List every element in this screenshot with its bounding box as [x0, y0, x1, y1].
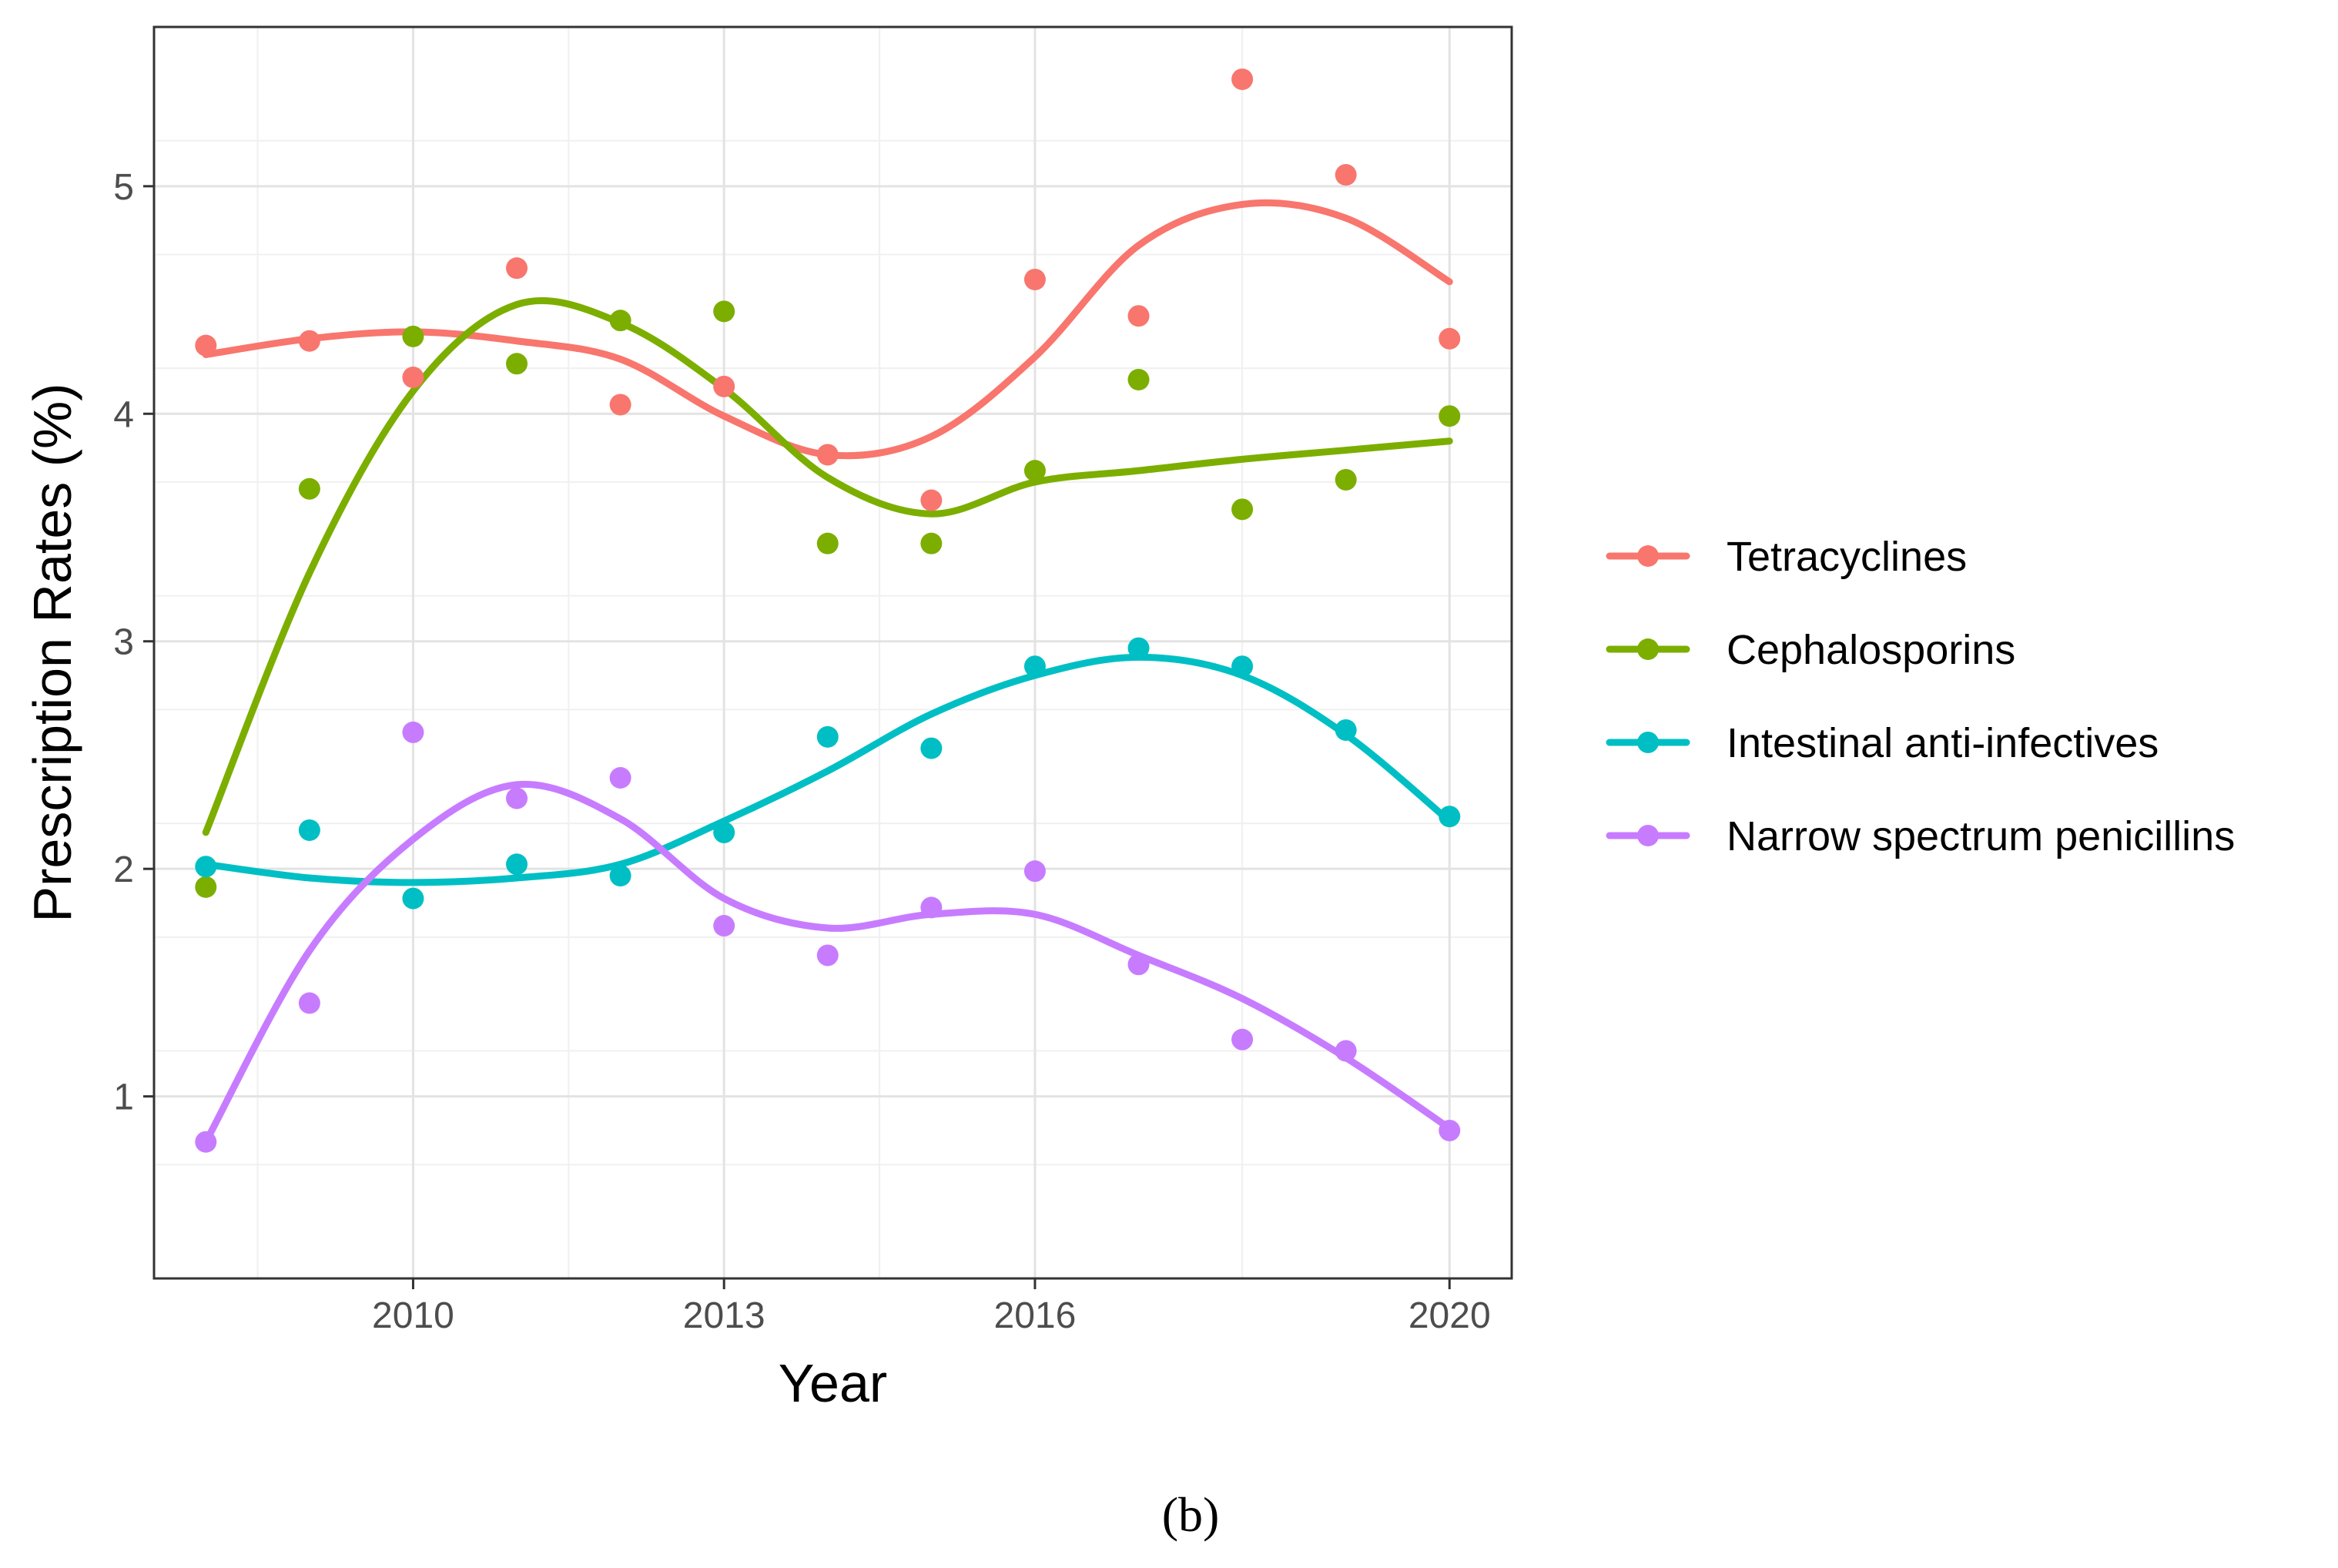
data-point-cephalosporins — [298, 477, 320, 500]
plot-panel-border — [152, 25, 1513, 1280]
data-point-narrow-spectrum-penicillins — [609, 767, 631, 789]
data-point-intestinal-anti-infectives — [402, 887, 424, 910]
data-point-narrow-spectrum-penicillins — [713, 915, 735, 937]
legend-key-point — [1637, 732, 1659, 753]
legend-label: Intestinal anti-infectives — [1727, 720, 2159, 766]
data-point-tetracyclines — [713, 375, 735, 397]
data-point-narrow-spectrum-penicillins — [402, 721, 424, 743]
data-point-narrow-spectrum-penicillins — [1023, 860, 1046, 883]
data-point-tetracyclines — [1231, 68, 1254, 90]
legend-key-point — [1637, 638, 1659, 660]
smooth-line-narrow-spectrum-penicillins — [202, 780, 1453, 1146]
data-point-tetracyclines — [298, 330, 320, 352]
data-point-cephalosporins — [920, 532, 943, 554]
data-point-intestinal-anti-infectives — [713, 821, 735, 843]
data-point-cephalosporins — [506, 353, 528, 375]
x-tick-label: 2016 — [994, 1295, 1077, 1336]
data-point-cephalosporins — [1231, 498, 1254, 521]
y-axis-title: Prescription Rates (%) — [22, 383, 82, 922]
data-point-tetracyclines — [609, 394, 631, 416]
data-point-intestinal-anti-infectives — [920, 737, 943, 759]
legend: Tetracyclines Cephalosporins Intestinal an… — [1606, 534, 2235, 859]
legend-item-narrow-spectrum-penicillins: Narrow spectrum penicillins — [1606, 813, 2235, 859]
figure-caption: (b) — [1162, 1487, 1220, 1542]
data-point-cephalosporins — [816, 532, 839, 554]
data-point-tetracyclines — [195, 334, 217, 357]
data-point-tetracyclines — [1335, 164, 1357, 186]
data-point-intestinal-anti-infectives — [1231, 655, 1254, 678]
data-point-intestinal-anti-infectives — [195, 856, 217, 878]
data-point-cephalosporins — [1439, 405, 1461, 427]
data-points — [195, 68, 1461, 1153]
data-point-tetracyclines — [816, 444, 839, 466]
axis-ticks: 2010 2013 2016 2020 1 2 3 4 5 — [113, 167, 1490, 1336]
y-tick-label: 3 — [113, 622, 134, 663]
y-tick-label: 5 — [113, 167, 134, 208]
data-point-cephalosporins — [195, 876, 217, 898]
data-point-intestinal-anti-infectives — [816, 725, 839, 748]
legend-label: Tetracyclines — [1727, 534, 1967, 580]
data-point-tetracyclines — [920, 489, 943, 511]
data-point-intestinal-anti-infectives — [298, 819, 320, 841]
x-tick-label: 2013 — [683, 1295, 765, 1336]
data-point-cephalosporins — [1023, 460, 1046, 482]
data-point-cephalosporins — [402, 325, 424, 347]
data-point-tetracyclines — [1023, 268, 1046, 290]
legend-item-cephalosporins: Cephalosporins — [1606, 627, 2015, 673]
legend-item-intestinal-anti-infectives: Intestinal anti-infectives — [1606, 720, 2159, 766]
data-point-intestinal-anti-infectives — [506, 853, 528, 876]
x-tick-label: 2020 — [1408, 1295, 1491, 1336]
data-point-tetracyclines — [1439, 327, 1461, 350]
data-point-narrow-spectrum-penicillins — [506, 787, 528, 809]
data-point-tetracyclines — [506, 257, 528, 280]
data-point-intestinal-anti-infectives — [1335, 719, 1357, 741]
legend-item-tetracyclines: Tetracyclines — [1606, 534, 1967, 580]
x-tick-label: 2010 — [372, 1295, 454, 1336]
smooth-line-intestinal-anti-infectives — [202, 653, 1453, 886]
grid-lines — [154, 26, 1512, 1278]
data-point-intestinal-anti-infectives — [1439, 806, 1461, 828]
data-point-intestinal-anti-infectives — [1023, 655, 1046, 678]
legend-key-point — [1637, 825, 1659, 846]
legend-label: Narrow spectrum penicillins — [1727, 813, 2235, 859]
data-point-cephalosporins — [609, 310, 631, 332]
data-point-narrow-spectrum-penicillins — [920, 896, 943, 919]
data-point-cephalosporins — [1127, 368, 1150, 390]
data-point-narrow-spectrum-penicillins — [195, 1131, 217, 1153]
data-point-cephalosporins — [1335, 468, 1357, 491]
data-point-cephalosporins — [713, 300, 735, 323]
smooth-line-cephalosporins — [202, 297, 1453, 836]
x-axis-title: Year — [779, 1353, 887, 1413]
data-point-narrow-spectrum-penicillins — [1231, 1028, 1254, 1050]
data-point-intestinal-anti-infectives — [1127, 637, 1150, 659]
data-point-tetracyclines — [402, 367, 424, 388]
data-point-narrow-spectrum-penicillins — [298, 992, 320, 1014]
smooth-lines — [202, 199, 1453, 1146]
data-point-narrow-spectrum-penicillins — [1127, 953, 1150, 976]
data-point-narrow-spectrum-penicillins — [1439, 1119, 1461, 1141]
legend-key-point — [1637, 545, 1659, 567]
y-tick-label: 1 — [113, 1077, 134, 1118]
data-point-narrow-spectrum-penicillins — [1335, 1040, 1357, 1062]
legend-label: Cephalosporins — [1727, 627, 2015, 673]
data-point-narrow-spectrum-penicillins — [816, 944, 839, 967]
y-tick-label: 4 — [113, 394, 134, 435]
y-tick-label: 2 — [113, 849, 134, 890]
data-point-intestinal-anti-infectives — [609, 865, 631, 887]
data-point-tetracyclines — [1127, 305, 1150, 327]
